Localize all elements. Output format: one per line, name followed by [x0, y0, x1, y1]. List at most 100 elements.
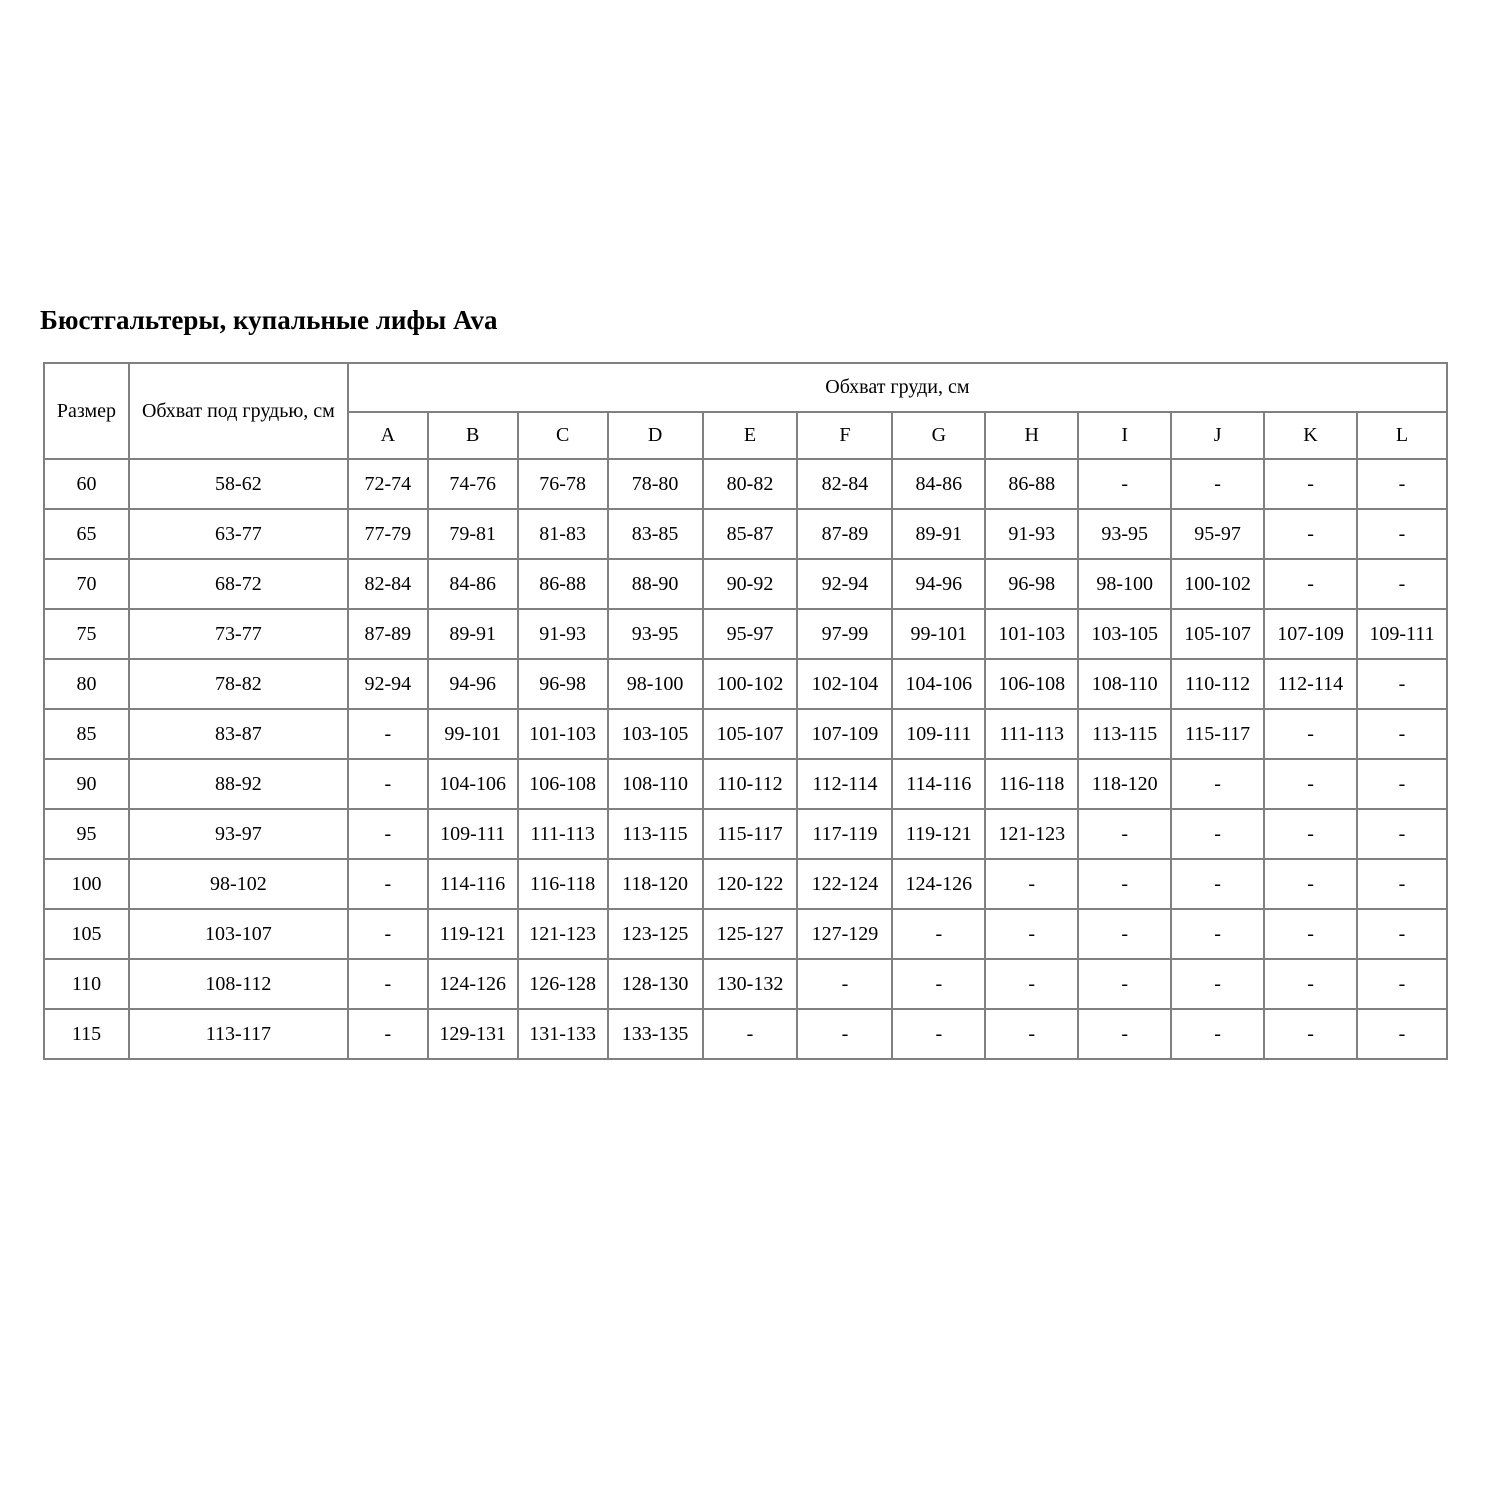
cup-letter-header: K: [1263, 411, 1358, 461]
cup-value-cell: 87-89: [796, 508, 894, 561]
cup-value-cell: -: [984, 858, 1080, 911]
cup-value-cell: -: [891, 908, 987, 961]
size-table-body: 60 58-62 72-74 74-76 76-78 78-80 80-82 82-84 84-…: [43, 458, 1449, 1061]
cup-value-cell: 104-106: [891, 658, 987, 711]
cup-value-cell: 96-98: [516, 658, 609, 711]
cup-value-cell: 81-83: [516, 508, 609, 561]
cup-value-cell: -: [1263, 808, 1358, 861]
cup-value-cell: 118-120: [1077, 758, 1173, 811]
cup-value-cell: 94-96: [426, 658, 519, 711]
underbust-cell: 103-107: [127, 908, 349, 961]
cup-value-cell: -: [346, 908, 429, 961]
cup-value-cell: 110-112: [1170, 658, 1266, 711]
cup-value-cell: -: [346, 858, 429, 911]
table-row: 80 78-82 92-94 94-96 96-98 98-100 100-102 102-1…: [43, 658, 1449, 711]
underbust-cell: 73-77: [127, 608, 349, 661]
cup-value-cell: 94-96: [891, 558, 987, 611]
cup-value-cell: 93-95: [606, 608, 704, 661]
size-column-header: Размер: [43, 362, 130, 461]
cup-value-cell: 115-117: [701, 808, 799, 861]
cup-value-cell: 95-97: [701, 608, 799, 661]
cup-value-cell: 79-81: [426, 508, 519, 561]
cup-value-cell: 76-78: [516, 458, 609, 511]
cup-value-cell: -: [1170, 808, 1266, 861]
cup-value-cell: 78-80: [606, 458, 704, 511]
cup-value-cell: -: [1170, 908, 1266, 961]
cup-value-cell: 109-111: [426, 808, 519, 861]
size-cell: 85: [43, 708, 130, 761]
cup-value-cell: -: [984, 1008, 1080, 1061]
cup-value-cell: 122-124: [796, 858, 894, 911]
cup-value-cell: 80-82: [701, 458, 799, 511]
cup-value-cell: 101-103: [984, 608, 1080, 661]
size-cell: 90: [43, 758, 130, 811]
cup-value-cell: 93-95: [1077, 508, 1173, 561]
cup-value-cell: -: [1077, 1008, 1173, 1061]
cup-value-cell: 119-121: [426, 908, 519, 961]
cup-value-cell: -: [1355, 808, 1449, 861]
cup-value-cell: -: [1077, 858, 1173, 911]
size-cell: 110: [43, 958, 130, 1011]
cup-value-cell: 88-90: [606, 558, 704, 611]
cup-value-cell: 121-123: [516, 908, 609, 961]
cup-value-cell: -: [1263, 508, 1358, 561]
cup-letter-header: H: [984, 411, 1080, 461]
cup-value-cell: 90-92: [701, 558, 799, 611]
cup-value-cell: -: [1263, 858, 1358, 911]
cup-value-cell: 92-94: [346, 658, 429, 711]
cup-value-cell: 126-128: [516, 958, 609, 1011]
size-cell: 115: [43, 1008, 130, 1061]
cup-value-cell: 107-109: [796, 708, 894, 761]
size-cell: 80: [43, 658, 130, 711]
header-group-row: Размер Обхват под грудью, см Обхват груд…: [43, 362, 1449, 461]
cup-value-cell: 91-93: [984, 508, 1080, 561]
cup-value-cell: 96-98: [984, 558, 1080, 611]
cup-value-cell: 105-107: [1170, 608, 1266, 661]
cup-value-cell: 116-118: [516, 858, 609, 911]
table-row: 100 98-102-114-116 116-118 118-120 120-122 12…: [43, 858, 1449, 911]
size-cell: 95: [43, 808, 130, 861]
cup-value-cell: 106-108: [516, 758, 609, 811]
cup-value-cell: -: [346, 708, 429, 761]
cup-value-cell: 107-109: [1263, 608, 1358, 661]
size-cell: 100: [43, 858, 130, 911]
underbust-cell: 58-62: [127, 458, 349, 511]
cup-value-cell: 130-132: [701, 958, 799, 1011]
cup-value-cell: 113-115: [606, 808, 704, 861]
cup-letter-header: C: [516, 411, 609, 461]
cup-value-cell: -: [346, 958, 429, 1011]
cup-letter-header: I: [1077, 411, 1173, 461]
cup-value-cell: 99-101: [891, 608, 987, 661]
cup-value-cell: -: [1355, 708, 1449, 761]
underbust-column-header: Обхват под грудью, см: [127, 362, 349, 461]
cup-value-cell: 86-88: [516, 558, 609, 611]
cup-value-cell: 110-112: [701, 758, 799, 811]
cup-value-cell: 121-123: [984, 808, 1080, 861]
cup-value-cell: 102-104: [796, 658, 894, 711]
cup-value-cell: 106-108: [984, 658, 1080, 711]
underbust-cell: 108-112: [127, 958, 349, 1011]
cup-value-cell: 98-100: [606, 658, 704, 711]
table-row: 95 93-97-109-111 111-113 113-115 115-117 117-…: [43, 808, 1449, 861]
cup-value-cell: 133-135: [606, 1008, 704, 1061]
size-cell: 70: [43, 558, 130, 611]
cup-letter-header: B: [426, 411, 519, 461]
cup-value-cell: -: [1263, 958, 1358, 1011]
cup-value-cell: -: [1263, 458, 1358, 511]
cup-letter-header: E: [701, 411, 799, 461]
cup-value-cell: 89-91: [426, 608, 519, 661]
cup-value-cell: 124-126: [891, 858, 987, 911]
underbust-cell: 63-77: [127, 508, 349, 561]
cup-value-cell: -: [984, 958, 1080, 1011]
cup-value-cell: -: [1077, 808, 1173, 861]
cup-letter-header: F: [796, 411, 894, 461]
page-title: Бюстгальтеры, купальные лифы Ava: [40, 305, 498, 335]
cup-value-cell: 111-113: [984, 708, 1080, 761]
cup-value-cell: 113-115: [1077, 708, 1173, 761]
cup-value-cell: 83-85: [606, 508, 704, 561]
size-cell: 105: [43, 908, 130, 961]
cup-value-cell: 112-114: [1263, 658, 1358, 711]
cup-value-cell: 105-107: [701, 708, 799, 761]
cup-value-cell: 74-76: [426, 458, 519, 511]
underbust-cell: 83-87: [127, 708, 349, 761]
